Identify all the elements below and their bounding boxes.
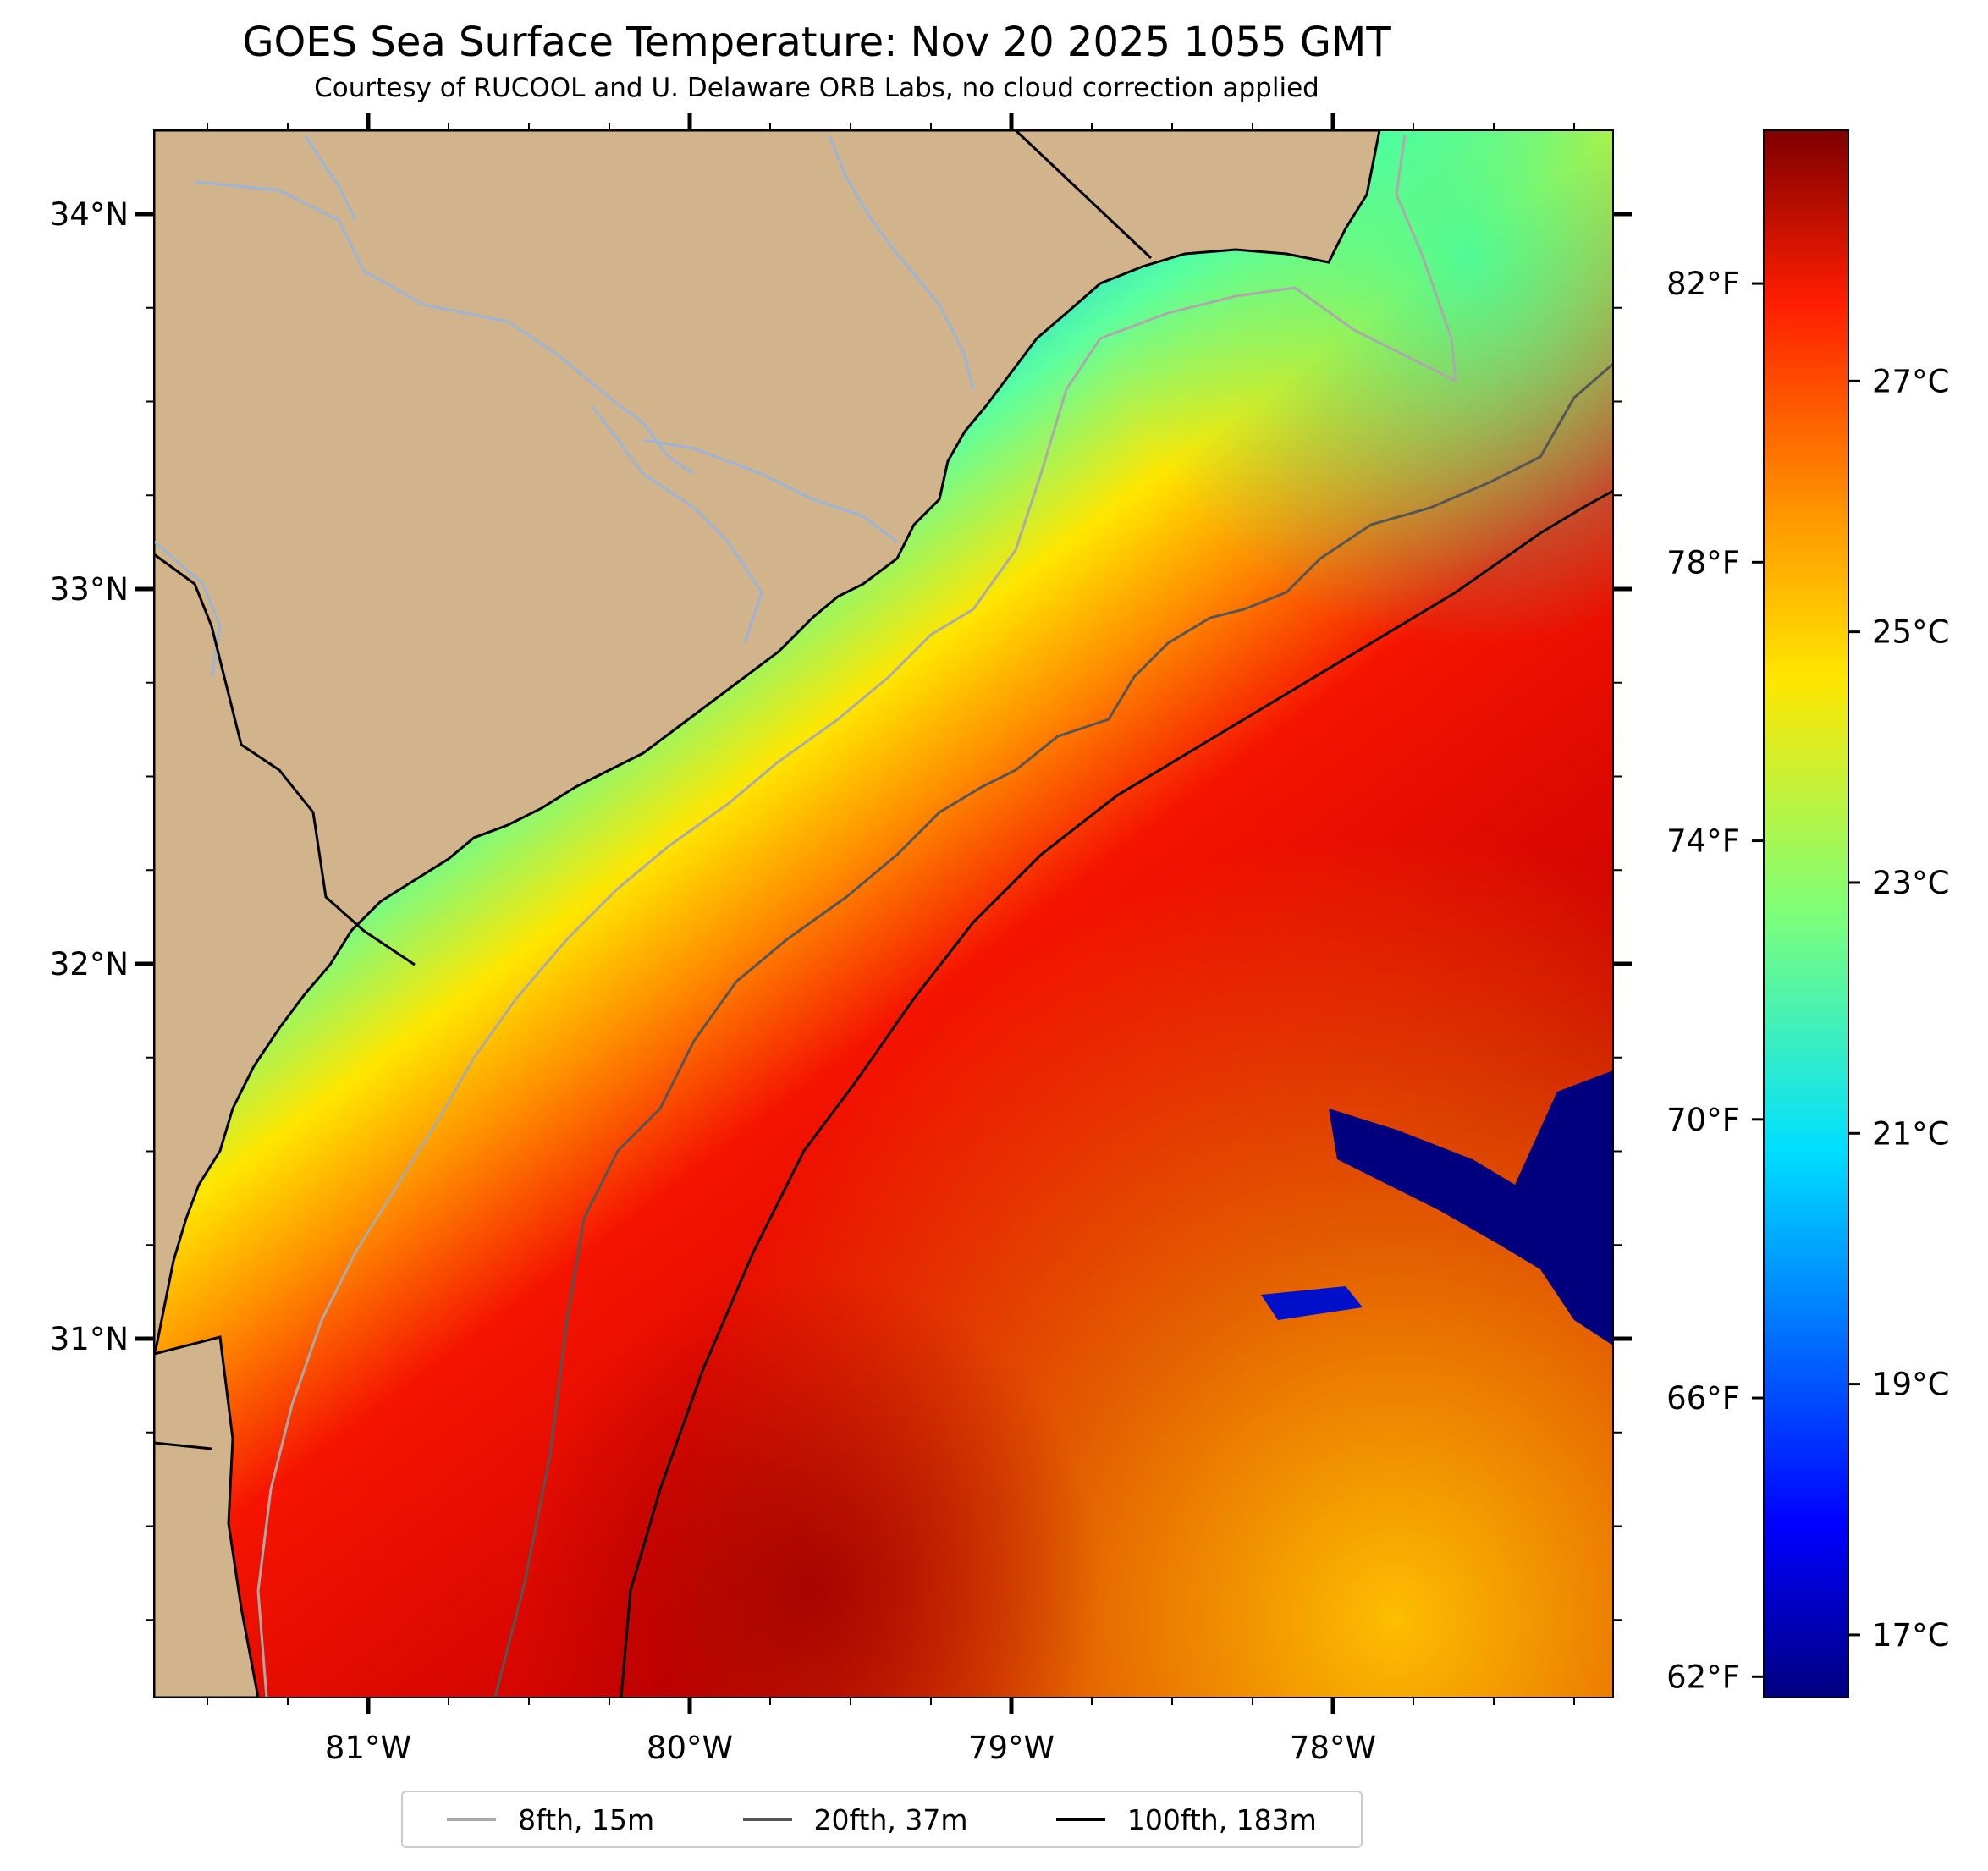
legend-item-8fth: 8fth, 15m: [447, 1803, 654, 1836]
lat-tick-label: 34°N: [50, 196, 129, 233]
chart-subtitle: Courtesy of RUCOOL and U. Delaware ORB L…: [314, 73, 1319, 103]
legend-swatch-20fth: [742, 1818, 792, 1821]
isobath-100fth: [620, 489, 1613, 1698]
land-mass-south: [154, 1335, 260, 1698]
celsius-tick-label: 23°C: [1872, 865, 1949, 901]
colorbar: [1763, 129, 1849, 1698]
legend-item-100fth: 100fth, 183m: [1055, 1802, 1317, 1836]
map-frame: [153, 129, 1614, 1698]
isobath-8fth: [256, 135, 1457, 1698]
cold-streak: [1261, 1286, 1363, 1320]
cold-patch-east: [1329, 1070, 1613, 1345]
legend-swatch-8fth: [447, 1818, 497, 1821]
longitude-ticks: 81°W 80°W 79°W 78°W: [207, 113, 1575, 1766]
legend-label-20fth: 20fth, 37m: [813, 1802, 968, 1836]
celsius-tick-label: 27°C: [1872, 363, 1949, 399]
colorbar-celsius-ticks: 17°C 19°C 21°C 23°C 25°C 27°C: [1848, 363, 1949, 1654]
celsius-tick-label: 21°C: [1872, 1115, 1949, 1152]
fahrenheit-tick-label: 82°F: [1666, 266, 1740, 302]
fahrenheit-tick-label: 78°F: [1666, 544, 1740, 581]
lat-tick-label: 33°N: [50, 571, 129, 608]
celsius-tick-label: 17°C: [1872, 1617, 1949, 1654]
legend-label-100fth: 100fth, 183m: [1126, 1802, 1317, 1836]
state-boundaries: [154, 130, 1153, 1450]
fahrenheit-tick-label: 74°F: [1666, 823, 1740, 860]
lon-tick-label: 80°W: [647, 1730, 733, 1766]
chart-title: GOES Sea Surface Temperature: Nov 20 202…: [242, 19, 1391, 66]
celsius-tick-label: 19°C: [1872, 1367, 1949, 1403]
fahrenheit-tick-label: 70°F: [1666, 1102, 1740, 1138]
land-mass: [154, 130, 1381, 1355]
legend-swatch-100fth: [1055, 1818, 1105, 1821]
rivers: [154, 135, 975, 678]
fahrenheit-tick-label: 62°F: [1666, 1659, 1740, 1695]
lat-tick-label: 32°N: [50, 946, 129, 982]
legend-item-20fth: 20fth, 37m: [742, 1802, 968, 1836]
latitude-ticks: 34°N 33°N 32°N 31°N: [50, 196, 1632, 1621]
fahrenheit-tick-label: 66°F: [1666, 1380, 1740, 1417]
lon-tick-label: 78°W: [1290, 1730, 1376, 1766]
colorbar-fahrenheit-ticks: 62°F 66°F 70°F 74°F 78°F 82°F: [1666, 266, 1764, 1695]
lon-tick-label: 79°W: [968, 1730, 1055, 1766]
lat-tick-label: 31°N: [50, 1321, 129, 1357]
legend-label-8fth: 8fth, 15m: [518, 1802, 655, 1836]
map-panel[interactable]: [154, 130, 1613, 1698]
isobath-20fth: [493, 362, 1613, 1698]
isobath-legend: 8fth, 15m 20fth, 37m 100fth, 183m: [401, 1791, 1363, 1848]
celsius-tick-label: 25°C: [1872, 614, 1949, 651]
lon-tick-label: 81°W: [325, 1730, 411, 1766]
